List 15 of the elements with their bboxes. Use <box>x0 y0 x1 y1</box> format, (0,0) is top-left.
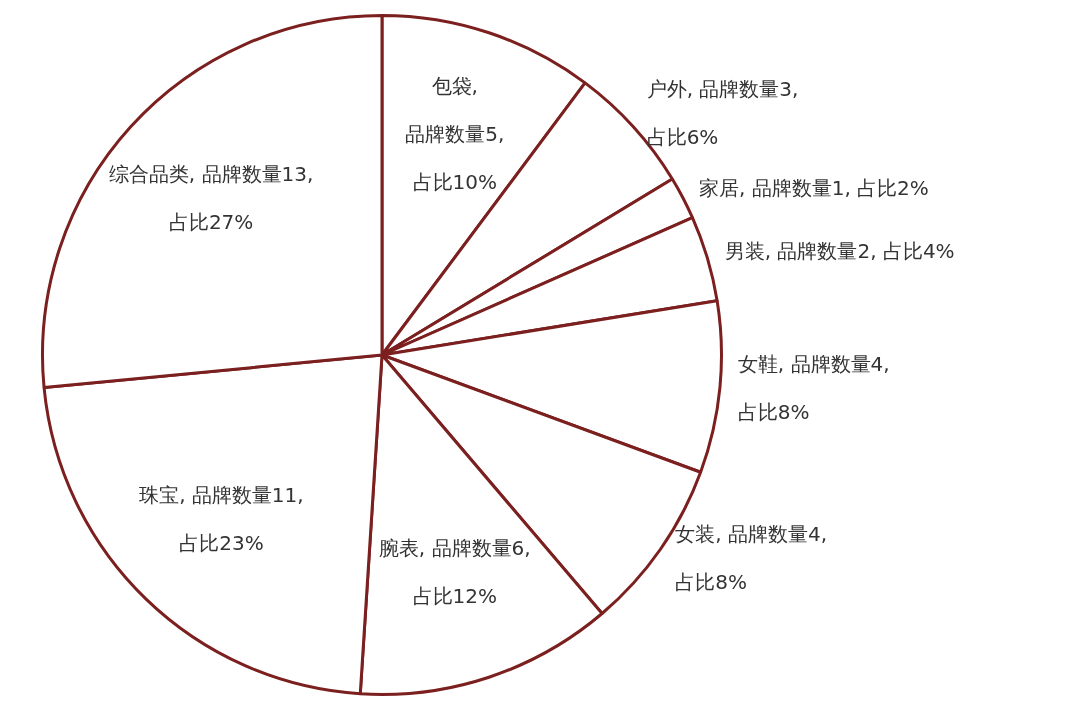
category-label: 综合品类, 品牌数量13, <box>108 162 314 186</box>
text: 占比6% <box>646 124 719 149</box>
text: 占比8% <box>737 399 810 424</box>
category-label: 腕表, 品牌数量6, <box>378 536 531 561</box>
text: 品牌数量5, 占比10% <box>405 122 505 195</box>
slice-label: 家居, 品牌数量1, 占比2% <box>698 175 929 200</box>
category-label: 包袋, <box>431 74 478 99</box>
text: 占比27% <box>168 210 254 234</box>
text: 占比12% <box>412 584 497 609</box>
slice-label: 男装, 品牌数量2, 占比4% <box>724 239 955 264</box>
category-label: 户外, 品牌数量3, <box>646 76 799 101</box>
slice-label: 珠宝, 品牌数量11, 占比23% <box>139 483 304 556</box>
text: 占比8% <box>675 569 747 594</box>
category-label: 女鞋, 品牌数量4, <box>737 351 890 376</box>
category-label: 女装, 品牌数量4, <box>675 521 828 546</box>
